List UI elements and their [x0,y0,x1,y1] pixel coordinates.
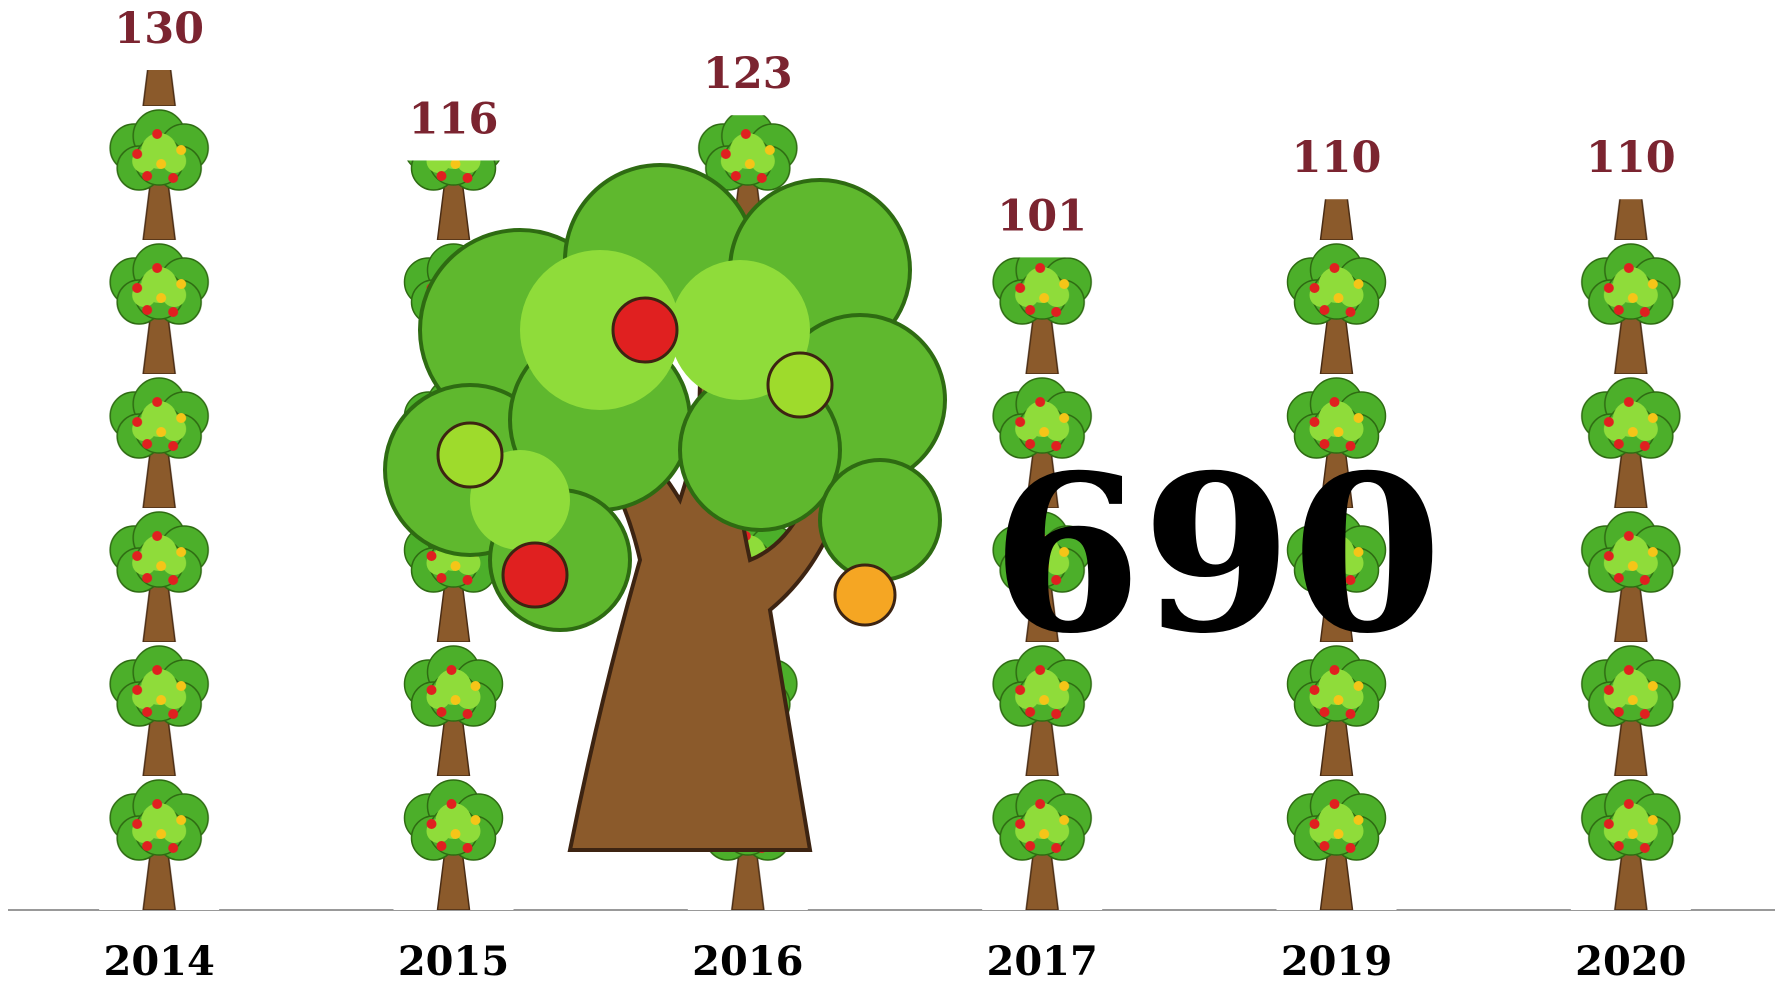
x-tick-label: 2014 [104,938,215,984]
x-tick-label: 2019 [1281,938,1392,984]
value-label: 110 [1292,133,1382,183]
total-annotation: 690 [992,427,1443,681]
x-tick-label: 2015 [398,938,509,984]
value-label: 123 [703,49,793,99]
pictograph-bar [982,257,1103,910]
value-label: 130 [114,4,204,54]
pictograph-bar [99,70,220,910]
value-label: 116 [409,94,499,144]
x-tick-label: 2020 [1575,938,1686,984]
pictograph-bar [1276,199,1397,910]
value-label: 101 [997,191,1087,241]
pictograph-bar [1570,199,1691,910]
x-tick-label: 2017 [987,938,1098,984]
x-tick-label: 2016 [692,938,803,984]
big-tree [383,163,947,852]
value-label: 110 [1586,133,1676,183]
